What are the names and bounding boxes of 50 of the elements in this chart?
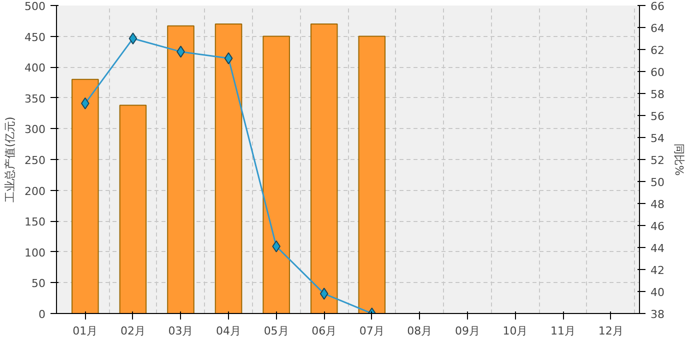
y2-tick-label: 52 <box>650 154 664 167</box>
x-tick-label: 08月 <box>407 324 432 338</box>
y-axis-title: 工业总产值(亿元) <box>4 116 17 202</box>
y-tick-label: 350 <box>24 92 46 106</box>
bar <box>262 36 290 314</box>
y-tick-label: 300 <box>24 123 46 136</box>
point <box>224 52 233 64</box>
x-tick-label: 04月 <box>216 324 242 338</box>
bar <box>72 78 99 314</box>
point <box>320 288 328 300</box>
x-tick-label: 01月 <box>72 324 98 338</box>
y2-tick-label: 60 <box>650 66 664 79</box>
bar <box>119 104 147 314</box>
y2-tick-label: 42 <box>650 264 664 277</box>
y2-tick-label: 48 <box>650 198 664 211</box>
y-tick-label: 200 <box>24 184 46 198</box>
y-tick-label: 50 <box>32 277 46 290</box>
y2-tick-label: 58 <box>650 88 664 101</box>
bar <box>167 25 194 314</box>
y2-tick-label: 38 <box>650 308 664 321</box>
x-tick-label: 03月 <box>168 324 194 338</box>
point <box>128 32 138 44</box>
bar <box>214 23 242 314</box>
x-tick-label: 02月 <box>120 324 146 338</box>
y2-tick-label: 56 <box>650 110 664 123</box>
y2-tick-label: 50 <box>650 176 664 189</box>
x-tick-label: 12月 <box>598 324 624 338</box>
y-tick-label: 450 <box>24 30 46 44</box>
y-tick-label: 250 <box>24 154 46 167</box>
y2-tick-label: 62 <box>650 44 664 57</box>
x-tick-label: 07月 <box>359 324 384 338</box>
y2-tick-label: 66 <box>650 0 664 13</box>
x-tick-label: 05月 <box>264 324 289 338</box>
y-tick-label: 400 <box>24 62 46 75</box>
y2-tick-label: 44 <box>650 242 664 255</box>
x-tick-label: 09月 <box>454 324 480 338</box>
x-tick-label: 10月 <box>502 324 528 338</box>
y2-tick-label: 64 <box>650 22 664 35</box>
y-tick-label: 0 <box>38 308 46 321</box>
y-tick-label: 100 <box>24 246 46 260</box>
y2-tick-label: 46 <box>650 220 664 233</box>
y-tick-label: 500 <box>24 0 46 13</box>
bar <box>358 36 386 314</box>
y2-tick-label: 54 <box>650 132 664 145</box>
x-tick-label: 11月 <box>550 324 576 338</box>
y-tick-label: 150 <box>24 216 46 229</box>
y2-axis-title: 同比% <box>672 143 686 176</box>
y2-tick-label: 40 <box>650 286 664 299</box>
x-tick-label: 06月 <box>312 324 337 338</box>
bar <box>310 23 338 314</box>
